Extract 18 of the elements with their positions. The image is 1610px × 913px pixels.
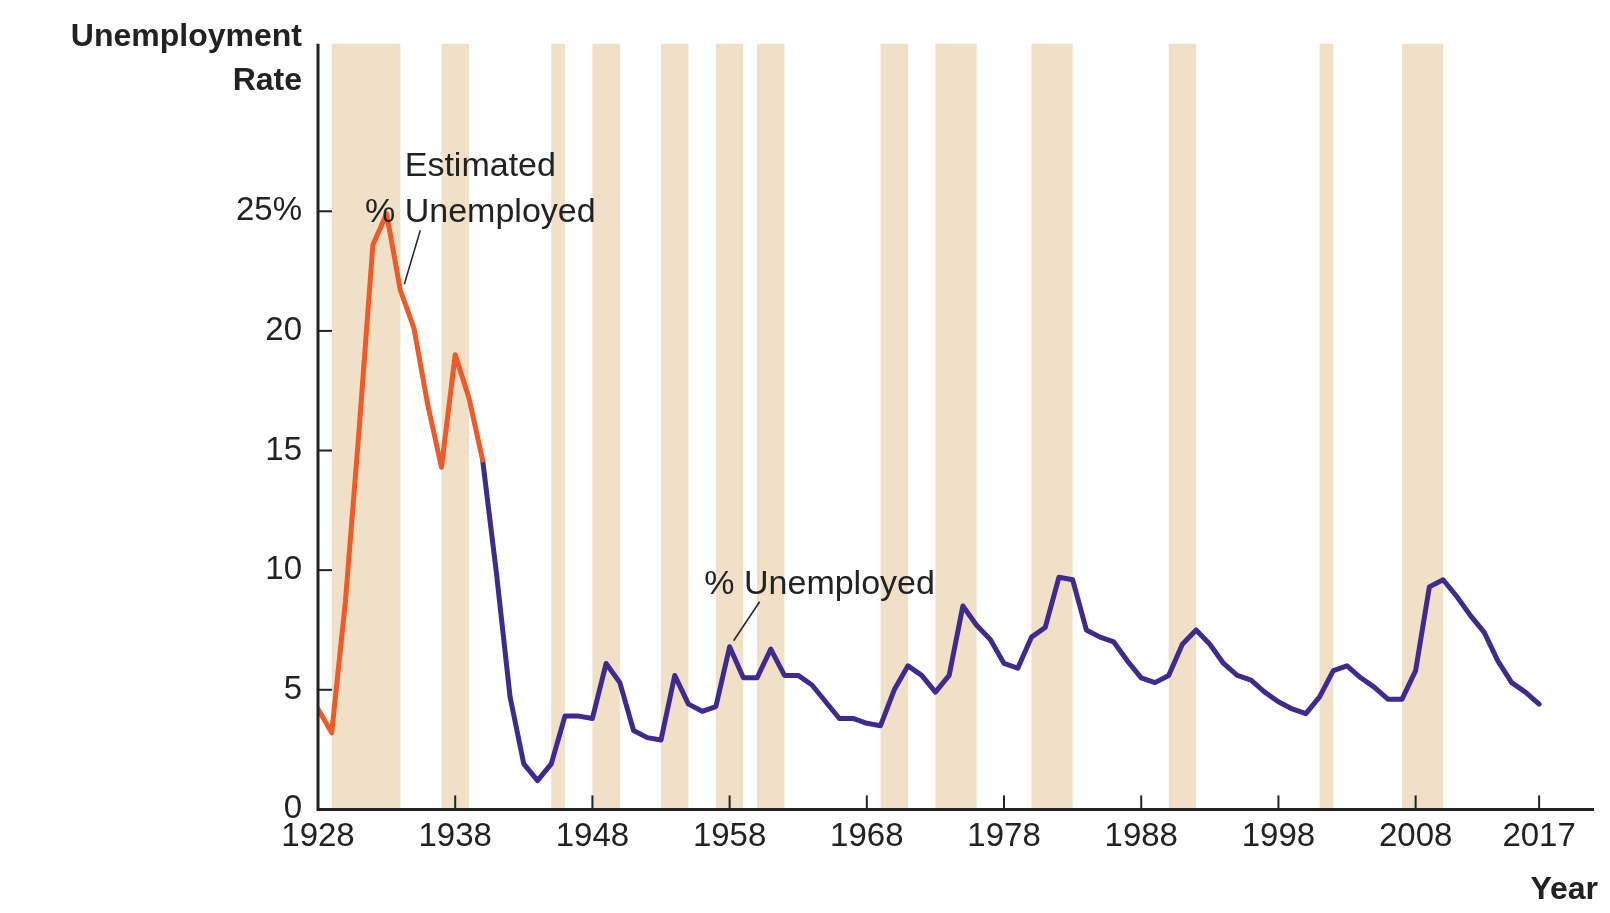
x-tick-label: 2008	[1378, 816, 1453, 854]
x-tick-label: 1988	[1104, 816, 1178, 854]
y-tick-label: 25%	[235, 190, 302, 228]
x-tick-label: 1978	[967, 816, 1041, 854]
series-label: % Unemployed	[704, 562, 935, 601]
y-tick-label: 5	[283, 668, 302, 706]
x-tick-label: 1968	[830, 816, 904, 854]
y-tick-label: 20	[265, 309, 302, 347]
series-label: Estimated % Unemployed	[365, 145, 596, 230]
x-axis-title: Year	[1530, 870, 1598, 906]
x-tick-label: 1948	[555, 816, 630, 854]
x-tick-label: 1998	[1241, 816, 1316, 854]
y-tick-label: 15	[265, 429, 302, 467]
y-axis-title: Unemployment Rate	[70, 17, 303, 97]
x-tick-label: 1938	[418, 816, 492, 854]
x-tick-label: 1958	[692, 816, 767, 854]
y-tick-label: 10	[265, 549, 302, 587]
x-tick-label: 2017	[1502, 816, 1576, 854]
